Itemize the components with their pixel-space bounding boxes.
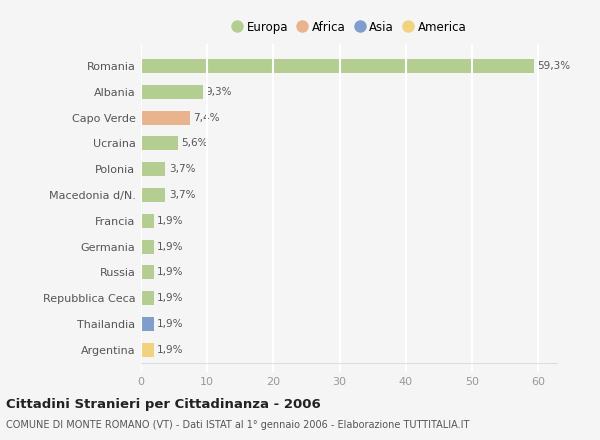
Bar xyxy=(141,317,154,331)
Text: 1,9%: 1,9% xyxy=(157,319,184,329)
Bar xyxy=(141,214,154,228)
Text: Cittadini Stranieri per Cittadinanza - 2006: Cittadini Stranieri per Cittadinanza - 2… xyxy=(6,398,321,411)
Text: 59,3%: 59,3% xyxy=(537,61,570,71)
Bar xyxy=(141,265,154,279)
Bar xyxy=(141,239,154,254)
Text: 3,7%: 3,7% xyxy=(169,164,196,174)
Text: 1,9%: 1,9% xyxy=(157,242,184,252)
Bar xyxy=(141,85,203,99)
Bar xyxy=(141,136,178,150)
Bar xyxy=(141,291,154,305)
Text: 1,9%: 1,9% xyxy=(157,268,184,277)
Legend: Europa, Africa, Asia, America: Europa, Africa, Asia, America xyxy=(229,17,470,37)
Bar xyxy=(141,110,190,125)
Text: 1,9%: 1,9% xyxy=(157,293,184,303)
Bar xyxy=(141,343,154,357)
Text: 5,6%: 5,6% xyxy=(181,139,208,148)
Bar xyxy=(141,188,166,202)
Bar xyxy=(141,59,533,73)
Text: 9,3%: 9,3% xyxy=(206,87,232,97)
Bar xyxy=(141,162,166,176)
Text: 1,9%: 1,9% xyxy=(157,345,184,355)
Text: 7,4%: 7,4% xyxy=(193,113,220,123)
Text: 3,7%: 3,7% xyxy=(169,190,196,200)
Text: COMUNE DI MONTE ROMANO (VT) - Dati ISTAT al 1° gennaio 2006 - Elaborazione TUTTI: COMUNE DI MONTE ROMANO (VT) - Dati ISTAT… xyxy=(6,420,469,430)
Text: 1,9%: 1,9% xyxy=(157,216,184,226)
